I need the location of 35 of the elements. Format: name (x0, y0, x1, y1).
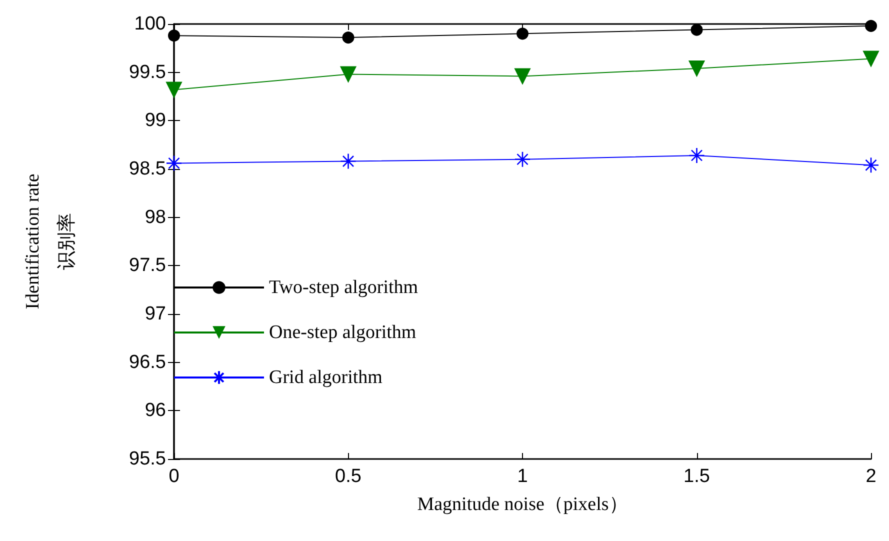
point (514, 151, 531, 168)
y-tick-label: 96 (144, 400, 166, 422)
point (340, 153, 356, 170)
y-tick-label: 96.5 (129, 352, 166, 373)
point (166, 82, 182, 98)
point (342, 32, 354, 44)
y-tick-label: 95.5 (129, 448, 166, 470)
y-axis-title: Identification rate 识别率 (22, 174, 78, 310)
y-tick-label: 99 (144, 110, 166, 132)
point (865, 20, 877, 32)
point (688, 60, 705, 76)
point (690, 24, 703, 36)
point (516, 28, 528, 40)
point (688, 147, 705, 164)
x-axis-title: Magnitude noise（pixels） (417, 494, 628, 515)
x-tick-label: 0 (168, 466, 180, 487)
legend-label: One-step algorithm (269, 322, 416, 343)
x-tick-label: 1 (517, 466, 528, 487)
legend-label: Two-step algorithm (269, 277, 418, 298)
y-tick-label: 99.5 (129, 62, 166, 83)
y-tick-label: 98 (144, 206, 166, 228)
point (168, 30, 180, 42)
point (514, 68, 530, 84)
x-tick-label: 1.5 (684, 466, 710, 487)
x-tick-label: 2 (866, 466, 876, 487)
point (340, 66, 356, 82)
y-tick-label: 97 (144, 304, 166, 324)
y-tick-label: 97.5 (129, 255, 166, 276)
point (862, 156, 880, 174)
point (863, 50, 879, 67)
y-tick-label: 98.5 (129, 158, 166, 180)
legend-label: Grid algorithm (269, 367, 383, 388)
y-tick-label: 100 (134, 14, 166, 34)
x-tick-label: 0.5 (335, 466, 362, 487)
point (166, 155, 182, 172)
